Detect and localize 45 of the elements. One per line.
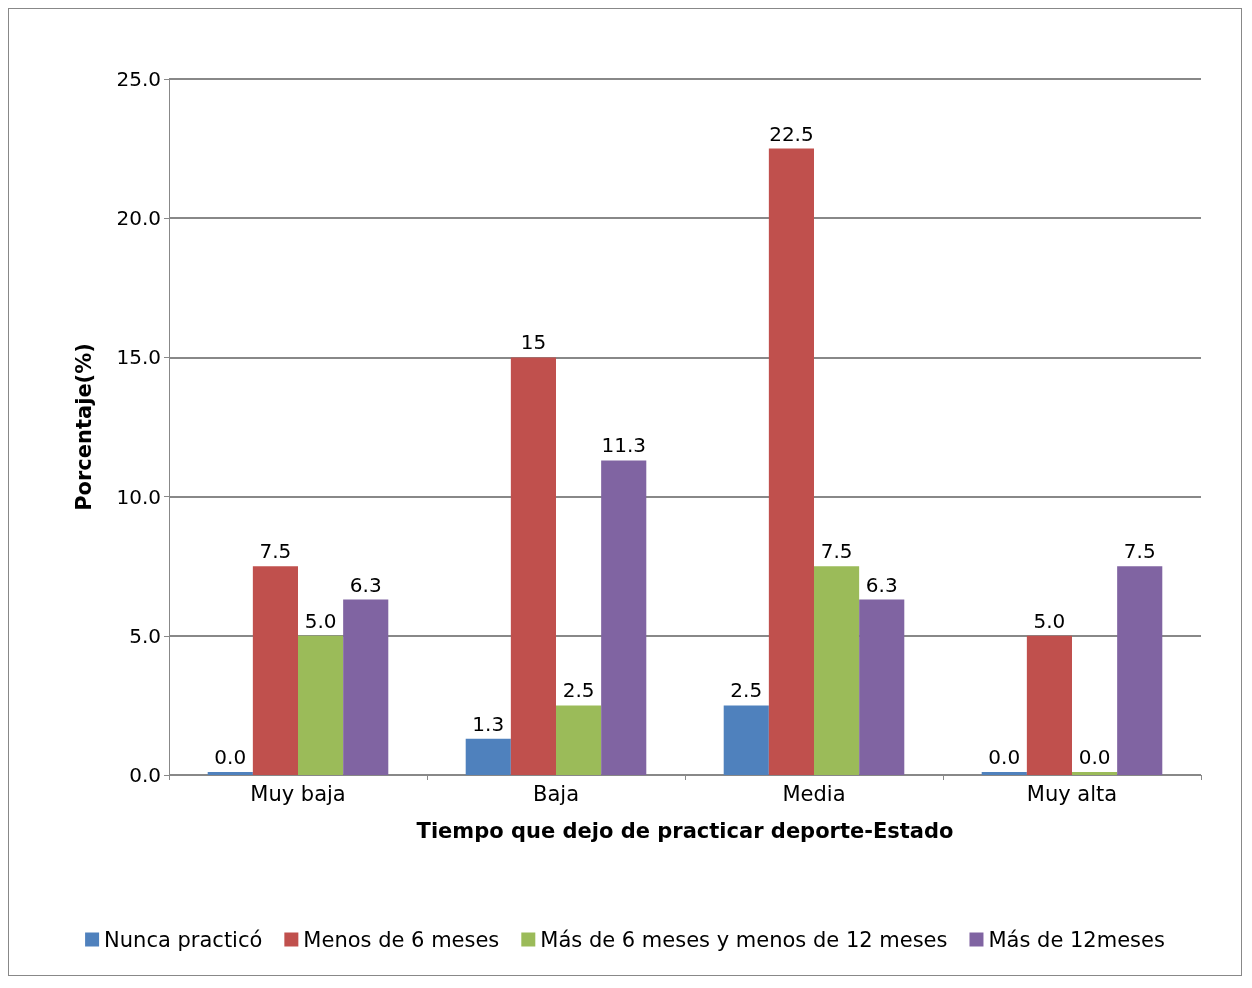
bar [510,357,556,775]
data-label: 0.0 [988,745,1021,769]
bar [1117,566,1163,775]
data-label: 2.5 [730,678,763,703]
data-label: 5.0 [304,608,337,633]
data-label: 7.5 [820,539,853,564]
y-tick-label: 5.0 [129,623,161,648]
x-tick-label: Media [782,781,846,806]
data-label: 1.3 [472,711,505,736]
y-tick-label: 0.0 [129,763,161,787]
bar [465,738,511,775]
x-tick-label: Muy alta [1026,781,1118,806]
bar [601,460,647,775]
legend-label: Más de 6 meses y menos de 12 meses [540,927,948,952]
y-tick-label: 15.0 [116,345,161,370]
bar [298,635,344,775]
bar [859,599,905,775]
bar [723,705,769,775]
bar [1026,635,1072,775]
data-label: 15 [520,330,547,355]
y-tick-label: 25.0 [116,67,161,91]
data-label: 11.3 [601,433,646,458]
data-label: 2.5 [562,678,595,703]
y-tick-label: 20.0 [116,206,161,231]
data-label: 7.5 [259,539,292,564]
bar [814,566,860,775]
legend-label: Nunca practicó [104,927,263,952]
data-label: 0.0 [1078,745,1111,769]
x-axis-title: Tiempo que dejo de practicar deporte-Estado [416,818,954,843]
y-axis-title: Porcentaje(%) [71,343,96,511]
legend-label: Menos de 6 meses [303,927,500,952]
bar [343,599,389,775]
bar [556,705,602,775]
data-label: 5.0 [1033,608,1066,633]
bar [252,566,298,775]
x-tick-label: Muy baja [250,781,346,806]
legend-label: Más de 12meses [988,927,1165,952]
data-label: 22.5 [769,121,814,146]
data-label: 6.3 [349,572,382,597]
x-tick-label: Baja [533,781,579,806]
data-label: 6.3 [865,572,898,597]
data-label: 7.5 [1123,539,1156,564]
bar [768,148,814,775]
y-tick-label: 10.0 [116,484,161,509]
data-label: 0.0 [214,745,247,769]
